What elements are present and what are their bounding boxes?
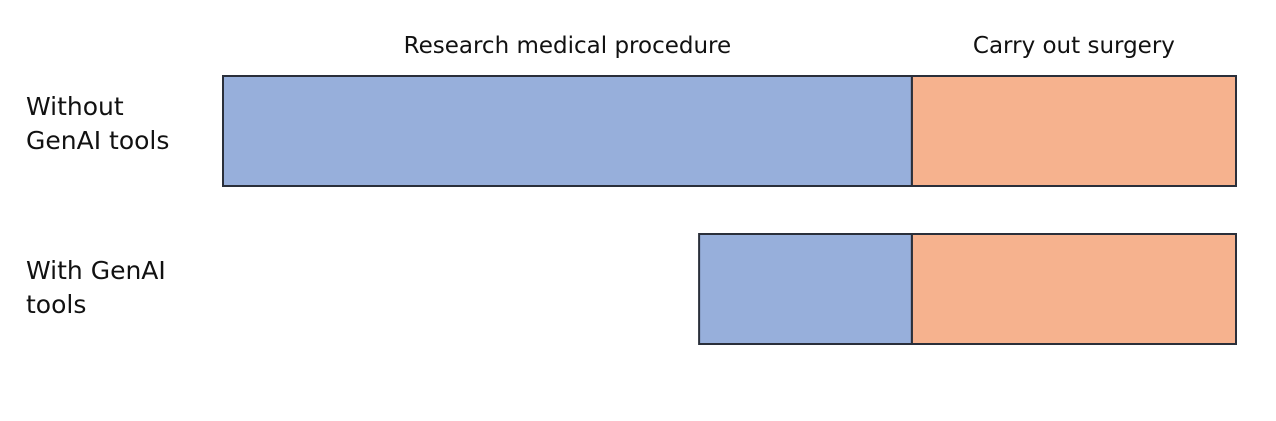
bar-carry-out-surgery-row-1 xyxy=(910,75,1238,187)
series-label-carry-out-surgery: Carry out surgery xyxy=(972,33,1175,59)
category-label-row-2: With GenAI tools xyxy=(26,256,166,319)
series-label-research-medical-procedure: Research medical procedure xyxy=(403,33,732,59)
bar-research-medical-procedure-row-1 xyxy=(222,75,913,187)
bar-carry-out-surgery-row-2 xyxy=(910,233,1238,345)
bar-research-medical-procedure-row-2 xyxy=(698,233,913,345)
category-label-row-1: Without GenAI tools xyxy=(26,92,170,155)
